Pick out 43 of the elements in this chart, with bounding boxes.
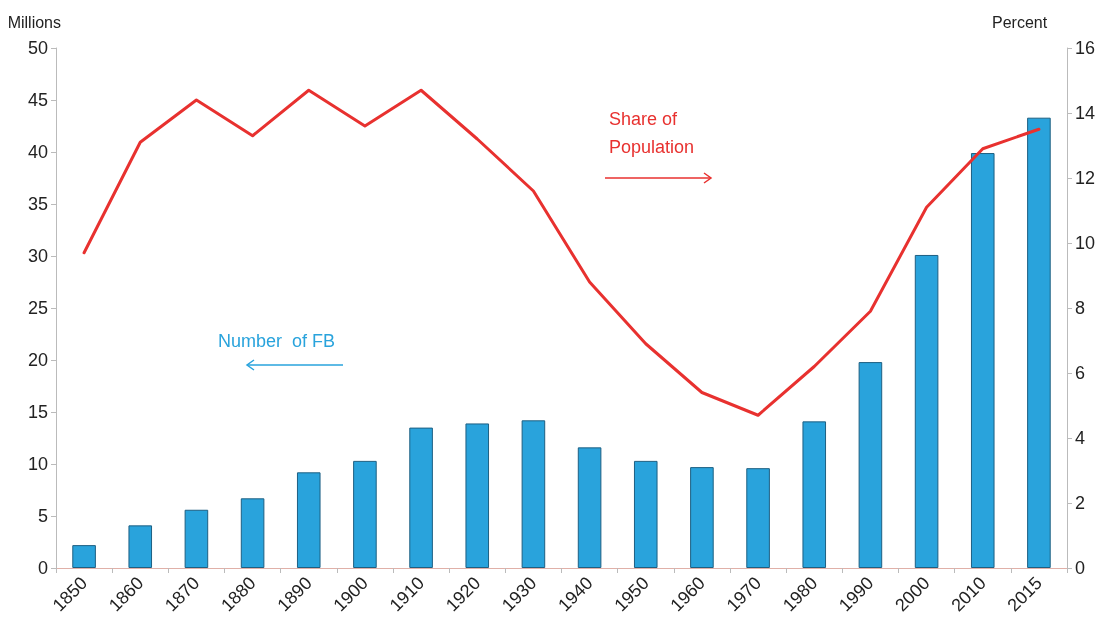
bar [746, 468, 770, 568]
y2-tick-label: 2 [1075, 493, 1086, 513]
bar [184, 509, 209, 568]
y-tick-label: 5 [37, 506, 48, 526]
y-tick-label: 35 [27, 194, 48, 214]
y-tick-label: 50 [27, 38, 48, 58]
bar [128, 525, 153, 568]
annotation: Number of FB [218, 331, 336, 351]
line-series [82, 88, 1041, 417]
bar [802, 421, 827, 568]
y2-tick-label: 0 [1075, 558, 1086, 578]
y-tick-label: 0 [37, 558, 48, 578]
bar [914, 254, 939, 568]
bar [1027, 117, 1051, 568]
bar [521, 420, 546, 568]
y-tick-label: 15 [27, 402, 48, 422]
y-tick-label: 30 [27, 246, 48, 266]
bar [970, 153, 995, 568]
bar [465, 423, 490, 568]
y-tick-label: 20 [27, 350, 48, 370]
y-tick-label: 40 [27, 142, 48, 162]
annotation: Share of Population [609, 109, 695, 157]
bar [240, 498, 265, 568]
y-tick-label: 10 [27, 454, 48, 474]
bar [690, 467, 714, 568]
y2-tick-label: 10 [1075, 233, 1096, 253]
y2-tick-label: 4 [1075, 428, 1086, 448]
bar [577, 447, 602, 568]
y-tick-label: 45 [27, 90, 48, 110]
y2-tick-label: 8 [1075, 298, 1086, 318]
bar [72, 545, 96, 568]
y2-tick-label: 14 [1075, 103, 1096, 123]
bar [296, 472, 321, 568]
y2-tick-label: 6 [1075, 363, 1086, 383]
bar [409, 427, 433, 568]
y2-tick-label: 12 [1075, 168, 1096, 188]
y2-tick-label: 16 [1075, 38, 1096, 58]
bar [353, 460, 377, 568]
y-tick-label: 25 [27, 298, 48, 318]
y-axis-title: Millions [7, 13, 61, 31]
y2-axis-title: Percent [992, 13, 1048, 31]
bar [858, 362, 883, 568]
bar [633, 460, 658, 568]
